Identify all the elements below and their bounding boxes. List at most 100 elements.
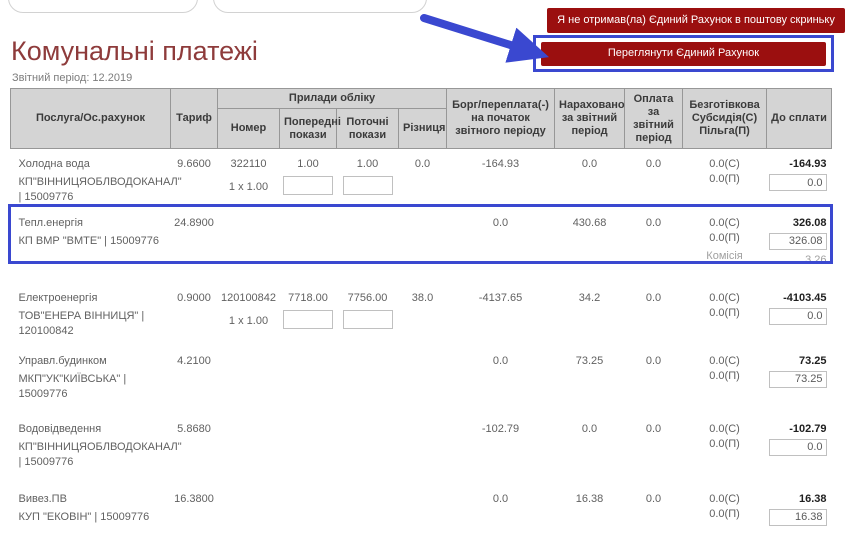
cell-difference: 0.0 <box>414 158 431 170</box>
service-name: Тепл.енергія <box>18 216 84 229</box>
cell-curr-readings <box>337 208 399 278</box>
subsidy-p-value: 0.0(П) <box>709 507 740 520</box>
subsidy-s-value: 0.0(С) <box>709 354 740 367</box>
col-header-subsidy: Безготівкова Субсидія(С) Пільга(П) <box>682 88 768 149</box>
cell-subsidy: 0.0(С) 0.0(П) <box>683 409 767 479</box>
prev-reading-input[interactable] <box>283 309 333 329</box>
cell-prev-readings <box>280 409 337 479</box>
to-pay-input[interactable] <box>768 438 827 456</box>
prev-reading-value: 1.00 <box>297 158 319 170</box>
to-pay-input[interactable] <box>768 307 827 325</box>
subsidy-p-value: 0.0(П) <box>709 231 740 244</box>
annotation-arrow-icon <box>420 14 550 63</box>
service-provider: ТОВ"ЕНЕРА ВІННИЦЯ" | <box>18 309 145 322</box>
cell-service: Управл.будинком МКП"УК"КИЇВСЬКА" | 150097… <box>11 346 171 409</box>
curr-reading-value: 7756.00 <box>347 291 388 304</box>
cell-meter <box>218 479 280 554</box>
service-provider: КП"ВІННИЦЯОБЛВОДОКАНАЛ" <box>18 440 182 453</box>
cell-curr-readings <box>337 409 399 479</box>
cell-to-pay: -4103.45 <box>767 278 832 346</box>
table-row: Вивез.ПВ КУП "ЕКОВІН" | 15009776 16.3800 0.… <box>11 479 832 554</box>
cell-to-pay: -102.79 <box>767 409 832 479</box>
subsidy-p-value: 0.0(П) <box>709 437 740 450</box>
cell-prev-readings <box>280 479 337 554</box>
subsidy-s-value: 0.0(С) <box>709 158 740 170</box>
subsidy-s-value: 0.0(С) <box>709 422 740 435</box>
meter-number: 322110 <box>230 158 267 170</box>
cell-accrued: 0.0 <box>581 422 598 435</box>
curr-reading-input[interactable] <box>342 309 393 329</box>
cell-meter: 322110 1 x 1.00 <box>218 149 280 208</box>
cell-paid: 0.0 <box>645 216 662 229</box>
col-header-prev-readings: Попередні покази <box>279 108 341 149</box>
cell-meter: 120100842 1 x 1.00 <box>218 278 280 346</box>
page-title: Комунальні платежі <box>11 36 258 66</box>
to-pay-input[interactable] <box>768 174 827 191</box>
col-header-service: Послуга/Ос.рахунок <box>10 88 171 149</box>
payments-table: Послуга/Ос.рахунок Тариф Прилади обліку … <box>10 88 833 554</box>
collapsed-panel-left[interactable] <box>8 0 198 13</box>
subsidy-p-value: 0.0(П) <box>709 369 740 382</box>
cell-accrued: 430.68 <box>572 216 607 229</box>
cell-tariff: 9.6600 <box>177 158 211 170</box>
service-provider: | 15009776 <box>18 191 74 203</box>
col-header-difference: Різниця <box>397 108 448 149</box>
subsidy-s-value: 0.0(С) <box>709 291 740 304</box>
report-period: Звітний період: 12.2019 <box>12 72 133 84</box>
col-header-meters-group: Прилади обліку <box>216 88 448 109</box>
meter-multiplier: 1 x 1.00 <box>228 314 269 327</box>
table-row: Управл.будинком МКП"УК"КИЇВСЬКА" | 150097… <box>11 346 832 409</box>
cell-prev-readings <box>280 208 337 278</box>
cell-service: Водовідведення КП"ВІННИЦЯОБЛВОДОКАНАЛ" | 1… <box>11 409 182 479</box>
service-provider: КУП "ЕКОВІН" | 15009776 <box>18 510 150 523</box>
cell-to-pay: 73.25 <box>767 346 832 409</box>
to-pay-value: 73.25 <box>798 354 827 367</box>
cell-debt: -4137.65 <box>478 291 523 304</box>
cell-service: Холодна вода КП"ВІННИЦЯОБЛВОДОКАНАЛ" | 150… <box>11 149 182 208</box>
cell-tariff: 4.2100 <box>177 354 211 367</box>
curr-reading-input[interactable] <box>342 176 393 195</box>
col-header-curr-readings: Поточні покази <box>336 108 399 149</box>
service-name: Електроенергія <box>18 291 98 304</box>
to-pay-input[interactable] <box>768 232 827 250</box>
cell-prev-readings <box>280 346 337 409</box>
curr-reading-value: 1.00 <box>356 158 379 170</box>
collapsed-panel-right[interactable] <box>213 0 427 13</box>
not-received-button[interactable]: Я не отримав(ла) Єдиний Рахунок в поштов… <box>547 8 845 33</box>
cell-prev-readings: 1.00 <box>280 149 337 208</box>
cell-prev-readings: 7718.00 <box>280 278 337 346</box>
view-invoice-button[interactable]: Переглянути Єдиний Рахунок <box>541 41 826 66</box>
cell-debt: 0.0 <box>492 492 509 505</box>
to-pay-input[interactable] <box>768 508 827 526</box>
cell-debt: 0.0 <box>492 354 509 367</box>
cell-paid: 0.0 <box>645 291 662 304</box>
cell-meter <box>218 409 280 479</box>
col-header-meter-number: Номер <box>217 108 280 149</box>
to-pay-value: -164.93 <box>789 158 827 170</box>
to-pay-value: -102.79 <box>789 422 827 435</box>
annotation-highlight-box: Переглянути Єдиний Рахунок <box>533 35 834 72</box>
to-pay-input[interactable] <box>768 370 827 388</box>
col-header-paid: Оплата за звітний період <box>624 88 684 149</box>
cell-debt: -102.79 <box>481 422 520 435</box>
subsidy-p-value: 0.0(П) <box>709 173 740 185</box>
subsidy-s-value: 0.0(С) <box>709 492 740 505</box>
service-provider: КП ВМР "ВМТЕ" | 15009776 <box>18 234 160 247</box>
cell-tariff: 16.3800 <box>174 492 214 505</box>
cell-debt: -164.93 <box>481 158 520 170</box>
to-pay-value: 16.38 <box>798 492 827 505</box>
table-row: Холодна вода КП"ВІННИЦЯОБЛВОДОКАНАЛ" | 150… <box>11 149 832 208</box>
service-provider: МКП"УК"КИЇВСЬКА" | 15009776 <box>18 372 127 400</box>
service-name: Вивез.ПВ <box>18 492 67 505</box>
cell-paid: 0.0 <box>645 422 662 435</box>
prev-reading-value: 7718.00 <box>288 291 328 304</box>
subsidy-p-value: 0.0(П) <box>709 306 740 319</box>
cell-debt: 0.0 <box>492 216 509 229</box>
prev-reading-input[interactable] <box>283 176 333 195</box>
to-pay-value: -4103.45 <box>783 291 827 304</box>
cell-accrued: 0.0 <box>581 158 598 170</box>
cell-difference: 38.0 <box>411 291 434 304</box>
cell-to-pay: 326.08 3.26 <box>767 208 832 278</box>
cell-difference <box>399 409 447 479</box>
cell-service: Електроенергія ТОВ"ЕНЕРА ВІННИЦЯ" | 120100… <box>11 278 171 346</box>
